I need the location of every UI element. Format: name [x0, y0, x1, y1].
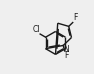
Text: F: F [65, 51, 69, 60]
Text: F: F [73, 13, 77, 22]
Text: Cl: Cl [32, 25, 40, 34]
Text: N: N [64, 45, 69, 54]
